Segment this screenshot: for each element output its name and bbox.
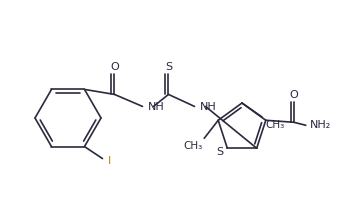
Text: CH₃: CH₃ [265,120,284,130]
Text: CH₃: CH₃ [183,141,202,151]
Text: S: S [165,62,172,72]
Text: S: S [217,147,224,157]
Text: O: O [290,90,298,100]
Text: NH: NH [199,102,216,112]
Text: I: I [107,156,111,166]
Text: NH: NH [148,102,164,112]
Text: O: O [110,62,119,72]
Text: NH₂: NH₂ [310,120,331,130]
